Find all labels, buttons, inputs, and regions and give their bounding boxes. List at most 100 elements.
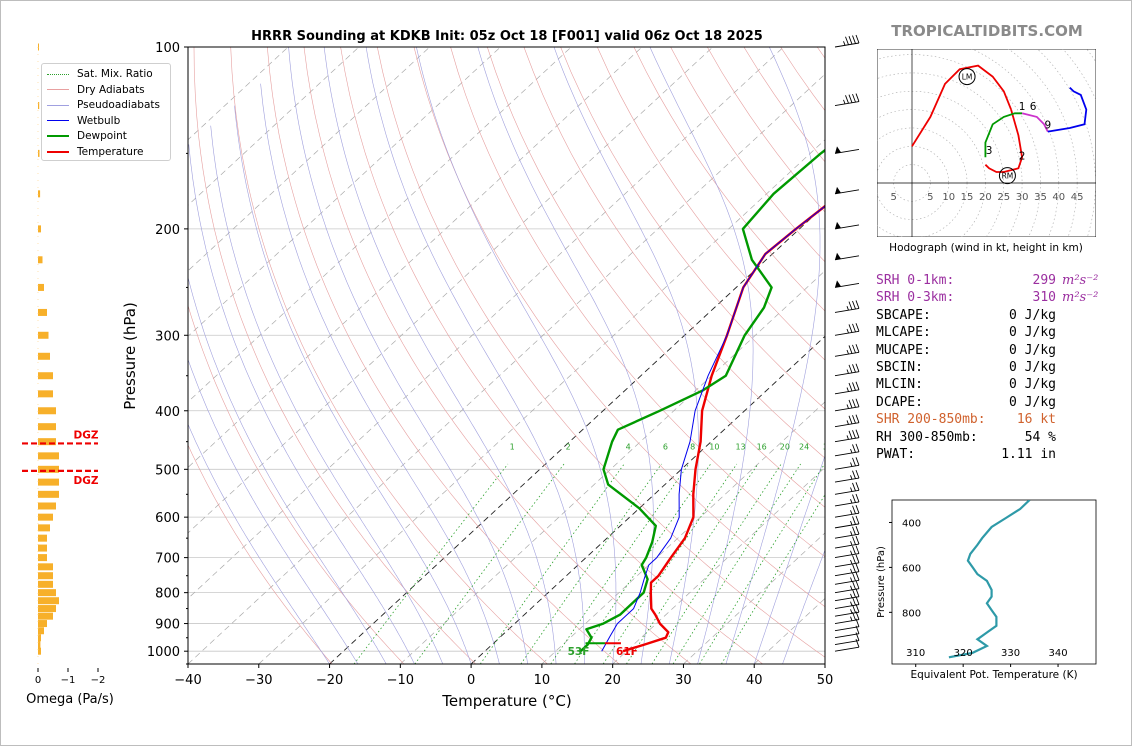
stat-label: MUCAPE: <box>876 342 931 358</box>
omega-bar <box>38 43 39 51</box>
omega-bar <box>38 544 47 552</box>
wind-barb-tick <box>852 415 856 424</box>
mixing-ratio-label: 8 <box>690 443 695 452</box>
omega-bar <box>38 190 41 198</box>
dry-adiabat-line <box>188 304 405 664</box>
wind-barb-tick <box>852 323 856 333</box>
omega-tick-label: −1 <box>61 675 76 686</box>
y-tick-label: 100 <box>155 41 180 56</box>
dgz-label: DGZ <box>74 475 99 487</box>
wind-barb-half <box>850 601 853 606</box>
wind-barb-half <box>850 577 853 582</box>
omega-bar <box>38 372 53 380</box>
wind-barb-half <box>846 349 849 355</box>
wind-barb <box>834 563 860 577</box>
wind-barb-tick <box>852 572 856 582</box>
isotherm-line <box>400 270 825 664</box>
wind-barb-tick <box>855 632 860 641</box>
omega-bar <box>38 563 53 571</box>
wind-barb <box>834 186 860 195</box>
mixing-ratio-label: 10 <box>709 443 719 452</box>
mixing-ratio-line <box>602 463 738 664</box>
wind-barb <box>834 414 860 428</box>
legend-entry: Dewpoint <box>47 129 127 143</box>
x-tick-label: 20 <box>604 673 621 688</box>
hodograph-tick-label: 10 <box>942 192 955 203</box>
wind-barb-tick <box>855 563 860 572</box>
hodograph-height-label: 2 <box>1019 150 1026 162</box>
legend-swatch <box>47 135 69 137</box>
omega-bar <box>38 627 44 635</box>
dgz-label: DGZ <box>74 429 99 441</box>
stat-value: 16 kt <box>1016 412 1056 428</box>
wind-barb-tick <box>855 580 860 589</box>
wind-barb-half <box>850 541 853 546</box>
wind-barb <box>834 611 860 624</box>
legend-swatch <box>47 120 69 121</box>
hodograph-segment <box>1047 86 1088 133</box>
theta-e-x-tick-label: 320 <box>954 648 973 659</box>
wind-barb-tick <box>855 344 860 353</box>
omega-bar <box>38 102 40 110</box>
x-tick-label: −20 <box>316 673 343 688</box>
stat-row: SRH 0-1km: 299 m²s⁻² <box>876 272 1106 289</box>
dry-adiabat-line <box>377 47 825 658</box>
hodograph-tick-label: 45 <box>1071 192 1084 203</box>
mixing-ratio-line <box>672 463 801 664</box>
stat-row: SBCIN: 0 J/kg <box>876 359 1106 376</box>
omega-bar <box>38 502 56 510</box>
wind-barb-tick <box>852 430 856 439</box>
isotherm-line <box>470 335 825 664</box>
wind-barb-shaft <box>834 389 860 395</box>
wind-barb-tick <box>852 536 856 545</box>
wind-barb-tick <box>848 364 853 374</box>
theta-e-x-label: Equivalent Pot. Temperature (K) <box>910 669 1077 681</box>
wind-barb-half <box>846 420 849 425</box>
wind-barb-tick <box>852 382 856 391</box>
wind-barb <box>834 323 860 336</box>
wind-barb <box>834 625 860 639</box>
wind-barb-tick <box>852 589 856 598</box>
wind-barb <box>834 221 860 230</box>
stat-label: MLCIN: <box>876 377 923 393</box>
wind-barb-flag <box>835 146 841 154</box>
wind-barb-tick <box>845 36 849 45</box>
wind-barb <box>834 469 860 483</box>
wind-barb-half <box>850 550 853 555</box>
omega-bar <box>38 352 50 360</box>
dry-adiabat-line <box>633 47 825 312</box>
wind-barb-half <box>843 99 846 105</box>
wind-barb-half <box>850 487 853 492</box>
legend-swatch <box>47 89 69 90</box>
dry-adiabat-line <box>413 47 825 608</box>
wind-barb <box>834 515 860 529</box>
y-tick-label: 400 <box>155 405 180 420</box>
stat-row: DCAPE: 0 J/kg <box>876 394 1106 411</box>
wind-barb-shaft <box>834 371 860 377</box>
y-tick-label: 700 <box>155 552 180 567</box>
mixing-ratio-line <box>520 463 662 664</box>
wind-barb <box>834 280 860 288</box>
wind-barb-half <box>850 559 853 565</box>
wind-barb-tick <box>852 546 856 555</box>
wind-barb-half <box>850 475 853 480</box>
wind-barb-tick <box>855 535 860 545</box>
omega-bar <box>38 308 47 316</box>
stat-row: PWAT: 1.11 in <box>876 446 1106 463</box>
x-tick-label: 10 <box>534 673 551 688</box>
y-tick-label: 900 <box>155 618 180 633</box>
stat-row: SHR 200-850mb: 16 kt <box>876 411 1106 428</box>
wind-barb <box>834 526 860 539</box>
y-tick-label: 200 <box>155 223 180 238</box>
theta-e-x-tick-label: 330 <box>1001 648 1020 659</box>
mixing-ratio-label: 6 <box>663 443 668 452</box>
pseudoadiabat-line <box>477 47 654 664</box>
wind-barb-shaft <box>834 579 860 585</box>
mixing-ratio-line <box>479 463 625 664</box>
wind-barb-tick <box>852 457 856 467</box>
wind-barb <box>834 398 860 412</box>
wind-barb-half <box>850 585 853 590</box>
mixing-ratio-label: 1 <box>510 443 515 452</box>
hodograph-height-label: 1 <box>1019 101 1026 113</box>
wind-barb-tick <box>855 93 860 102</box>
